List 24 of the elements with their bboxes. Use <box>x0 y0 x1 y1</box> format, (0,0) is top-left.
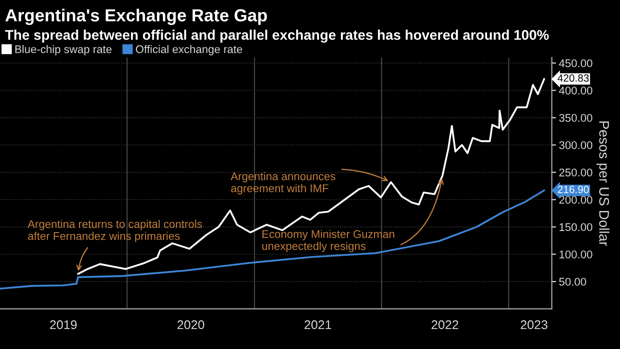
y-tick-label: 100.00 <box>560 250 592 258</box>
data-label: 216.90 <box>558 186 589 194</box>
y-tick-label: 350.00 <box>559 114 592 122</box>
x-tick-label: 2021 <box>304 320 332 330</box>
x-tick-label: 2020 <box>178 320 204 330</box>
x-tick-label: 2022 <box>432 320 458 330</box>
y-tick-label: 300.00 <box>559 141 592 150</box>
x-tick-label: 2023 <box>520 320 548 330</box>
y-axis-title: Pesos per US Dollar <box>596 121 610 246</box>
chart-subtitle: The spread between official and parallel exchange rates has hovered around 100% <box>5 30 549 43</box>
legend-label: Blue-chip swap rate <box>15 45 112 56</box>
y-tick-label: 150.00 <box>560 223 592 232</box>
legend-label: Official exchange rate <box>136 45 242 56</box>
y-tick-label: 200.00 <box>559 196 592 204</box>
y-tick-label: 250.00 <box>559 168 592 176</box>
y-tick-label: 400.00 <box>559 86 592 94</box>
y-tick-label: 50.00 <box>559 278 586 286</box>
x-tick-label: 2019 <box>50 320 77 330</box>
annotation: Economy Minister Guzman unexpectedly resigns <box>262 230 394 252</box>
annotation: Argentina returns to capital controls after Fernandez wins primaries <box>28 220 202 242</box>
data-label: 420.83 <box>558 74 589 82</box>
y-tick-label: 450.00 <box>559 59 592 68</box>
chart-title: Argentina's Exchange Rate Gap <box>5 8 267 25</box>
annotation: Argentina announces agreement with IMF <box>230 172 336 194</box>
